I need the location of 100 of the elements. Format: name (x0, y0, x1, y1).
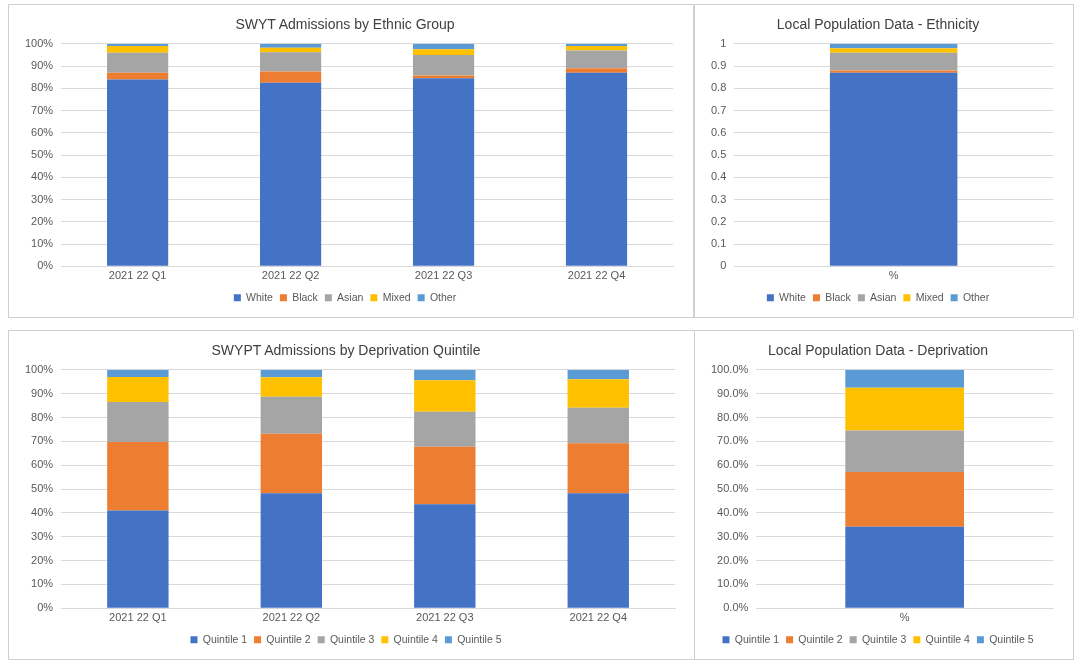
y-tick-label: 10% (31, 577, 54, 590)
bar (414, 369, 476, 381)
bar (107, 402, 169, 443)
bar (829, 72, 958, 266)
chart-title: Local Population Data - Deprivation (767, 342, 989, 359)
x-tick-label: % (899, 610, 910, 623)
chart-title: SWYT Admissions by Ethnic Group (235, 16, 455, 33)
x-tick-label: 2021 22 Q4 (569, 610, 628, 623)
x-tick-label: 2021 22 Q1 (109, 610, 167, 623)
legend-label: Mixed (382, 290, 411, 303)
y-tick-label: 50.0% (717, 482, 749, 495)
legend-label: Quintile 2 (266, 632, 311, 645)
x-tick-label: 2021 22 Q1 (108, 268, 167, 281)
y-tick-label: 70% (31, 434, 54, 447)
y-tick-label: 10.0% (717, 577, 749, 590)
y-tick-label: 0.7 (710, 103, 727, 116)
y-tick-label: 40.0% (717, 505, 749, 518)
y-tick-label: 90% (31, 59, 54, 72)
bar (259, 82, 322, 266)
bar (260, 433, 323, 494)
y-tick-label: 100% (24, 362, 54, 375)
y-tick-label: 100% (24, 36, 54, 49)
y-tick-label: 40% (31, 170, 54, 183)
bar (829, 48, 958, 53)
bar (259, 52, 322, 72)
legend-label: Quintile 3 (861, 632, 907, 645)
chart-title: Local Population Data - Ethnicity (776, 16, 980, 33)
y-tick-label: 60% (31, 458, 54, 471)
bar (845, 526, 964, 608)
legend-label: Quintile 5 (989, 632, 1034, 645)
bar (260, 493, 323, 608)
legend-label: Other (429, 290, 457, 303)
legend-label: Black (825, 290, 852, 303)
y-tick-label: 90.0% (717, 386, 749, 399)
x-tick-label: 2021 22 Q4 (567, 268, 626, 281)
y-tick-label: 80% (31, 410, 54, 423)
y-tick-label: 30% (31, 529, 54, 542)
bar (565, 68, 628, 73)
y-tick-label: 30.0% (717, 529, 749, 542)
bar (845, 472, 964, 527)
bar (412, 54, 475, 76)
legend-label: Quintile 4 (393, 632, 439, 645)
bar (845, 369, 964, 388)
bar (845, 430, 964, 473)
y-tick-label: 0.4 (710, 170, 727, 183)
legend-label: Black (292, 290, 319, 303)
y-tick-label: 0 (720, 259, 727, 272)
y-tick-label: 20% (31, 553, 54, 566)
y-tick-label: 30% (31, 192, 54, 205)
y-tick-label: 50% (31, 148, 54, 161)
bar (412, 78, 475, 266)
bar (565, 43, 628, 47)
y-tick-label: 60.0% (717, 458, 749, 471)
bar (107, 442, 169, 511)
y-tick-label: 0% (37, 601, 54, 614)
bar (107, 376, 169, 402)
y-tick-label: 0.8 (710, 81, 727, 94)
legend-label: Quintile 3 (329, 632, 375, 645)
y-tick-label: 0.5 (710, 148, 727, 161)
bar (259, 47, 322, 53)
bar (260, 369, 323, 378)
x-tick-label: 2021 22 Q2 (262, 610, 321, 623)
bar (565, 72, 628, 266)
legend-label: Other (962, 290, 990, 303)
bar (412, 43, 475, 50)
bar (259, 43, 322, 48)
y-tick-label: 80% (31, 81, 54, 94)
y-tick-label: 20.0% (717, 553, 749, 566)
x-tick-label: 2021 22 Q3 (416, 610, 474, 623)
bar (107, 72, 169, 80)
y-tick-label: 10% (31, 237, 54, 250)
y-tick-label: 1 (720, 36, 727, 49)
y-tick-label: 0.1 (710, 237, 727, 250)
bar (829, 43, 958, 49)
bar (567, 493, 629, 608)
bar (414, 446, 476, 505)
bar (845, 387, 964, 431)
y-tick-label: 50% (31, 482, 54, 495)
y-tick-label: 70.0% (717, 434, 749, 447)
bar (107, 43, 169, 47)
bar (412, 49, 475, 55)
bar (829, 52, 958, 71)
x-tick-label: 2021 22 Q2 (261, 268, 320, 281)
bar (107, 52, 169, 73)
legend-label: White (246, 290, 274, 303)
y-tick-label: 0% (37, 259, 54, 272)
bar (260, 377, 323, 397)
legend-label: Quintile 4 (925, 632, 971, 645)
y-tick-label: 20% (31, 214, 54, 227)
bar (567, 379, 629, 408)
y-tick-label: 0.0% (723, 601, 749, 614)
y-tick-label: 70% (31, 103, 54, 116)
bar (567, 407, 629, 444)
y-tick-label: 90% (31, 386, 54, 399)
bar (107, 369, 169, 377)
legend-label: Quintile 5 (457, 632, 502, 645)
y-tick-label: 0.2 (710, 214, 727, 227)
y-tick-label: 0.3 (710, 192, 727, 205)
bar (107, 79, 169, 266)
y-tick-label: 80.0% (717, 410, 749, 423)
